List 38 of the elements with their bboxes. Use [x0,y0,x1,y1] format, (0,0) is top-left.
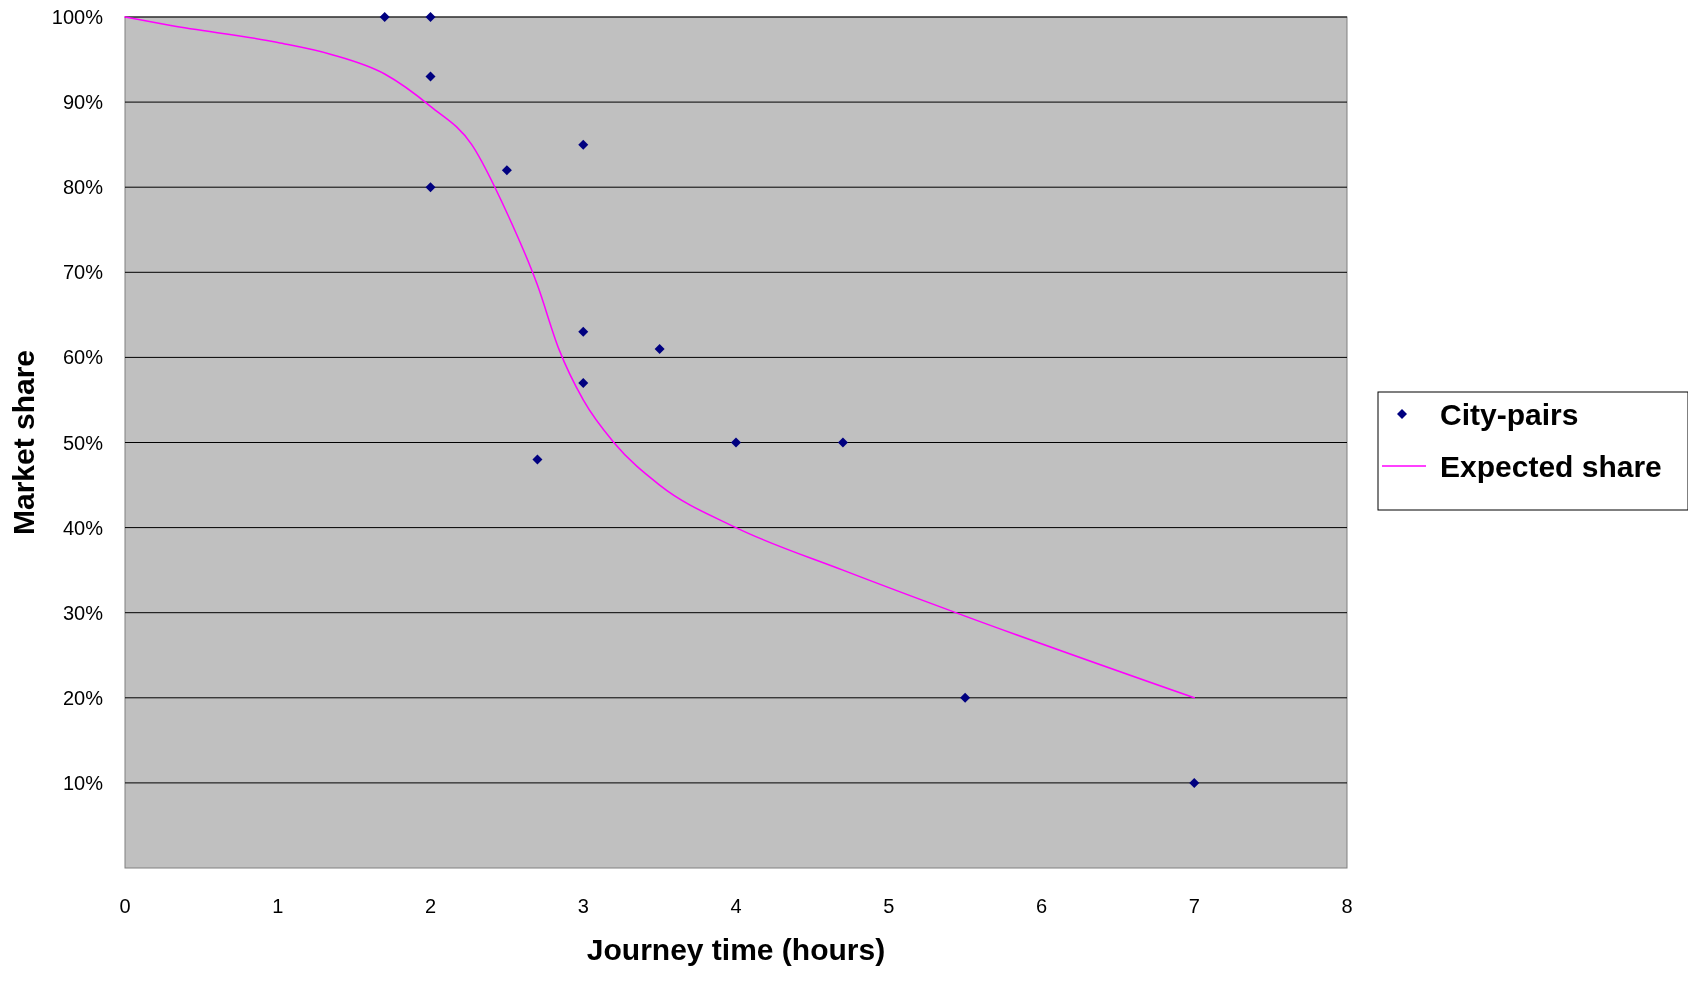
x-tick-label: 4 [730,895,742,917]
legend-label: City-pairs [1440,397,1579,431]
point [425,182,436,193]
x-tick-label: 2 [424,895,437,917]
point [578,326,589,337]
x-tick-label: 8 [1341,895,1353,917]
point [731,437,741,448]
x-tick-label: 3 [577,895,589,917]
x-tick-label: 6 [1035,895,1048,917]
x-tick-label: 5 [883,895,895,917]
point [960,692,971,703]
y-tick-label: 50% [62,431,104,454]
y-tick-label: 20% [62,686,104,709]
point [425,12,436,22]
point [654,343,665,354]
x-tick-label: 1 [272,895,284,917]
y-tick-label: 80% [62,176,104,199]
y-tick-label: 90% [62,91,104,114]
line-series [124,16,1195,699]
y-tick-label: 100% [51,6,104,28]
point [578,377,589,388]
legend-label: Expected share [1440,449,1662,483]
x-tick-label: 7 [1188,895,1200,917]
point [501,165,512,176]
x-axis-title: Journey time (hours) [586,933,886,966]
y-tick-label: 70% [62,261,104,284]
x-tick-label: 0 [119,895,131,917]
point [532,454,543,465]
point [425,71,436,82]
y-tick-label: 10% [62,771,104,794]
y-tick-label: 30% [62,601,104,624]
y-axis-title: Market share [7,349,40,536]
point [837,437,848,448]
point [1189,777,1200,788]
point [578,139,589,150]
point [379,12,390,22]
y-tick-label: 60% [62,346,104,369]
y-tick-label: 40% [62,516,104,539]
